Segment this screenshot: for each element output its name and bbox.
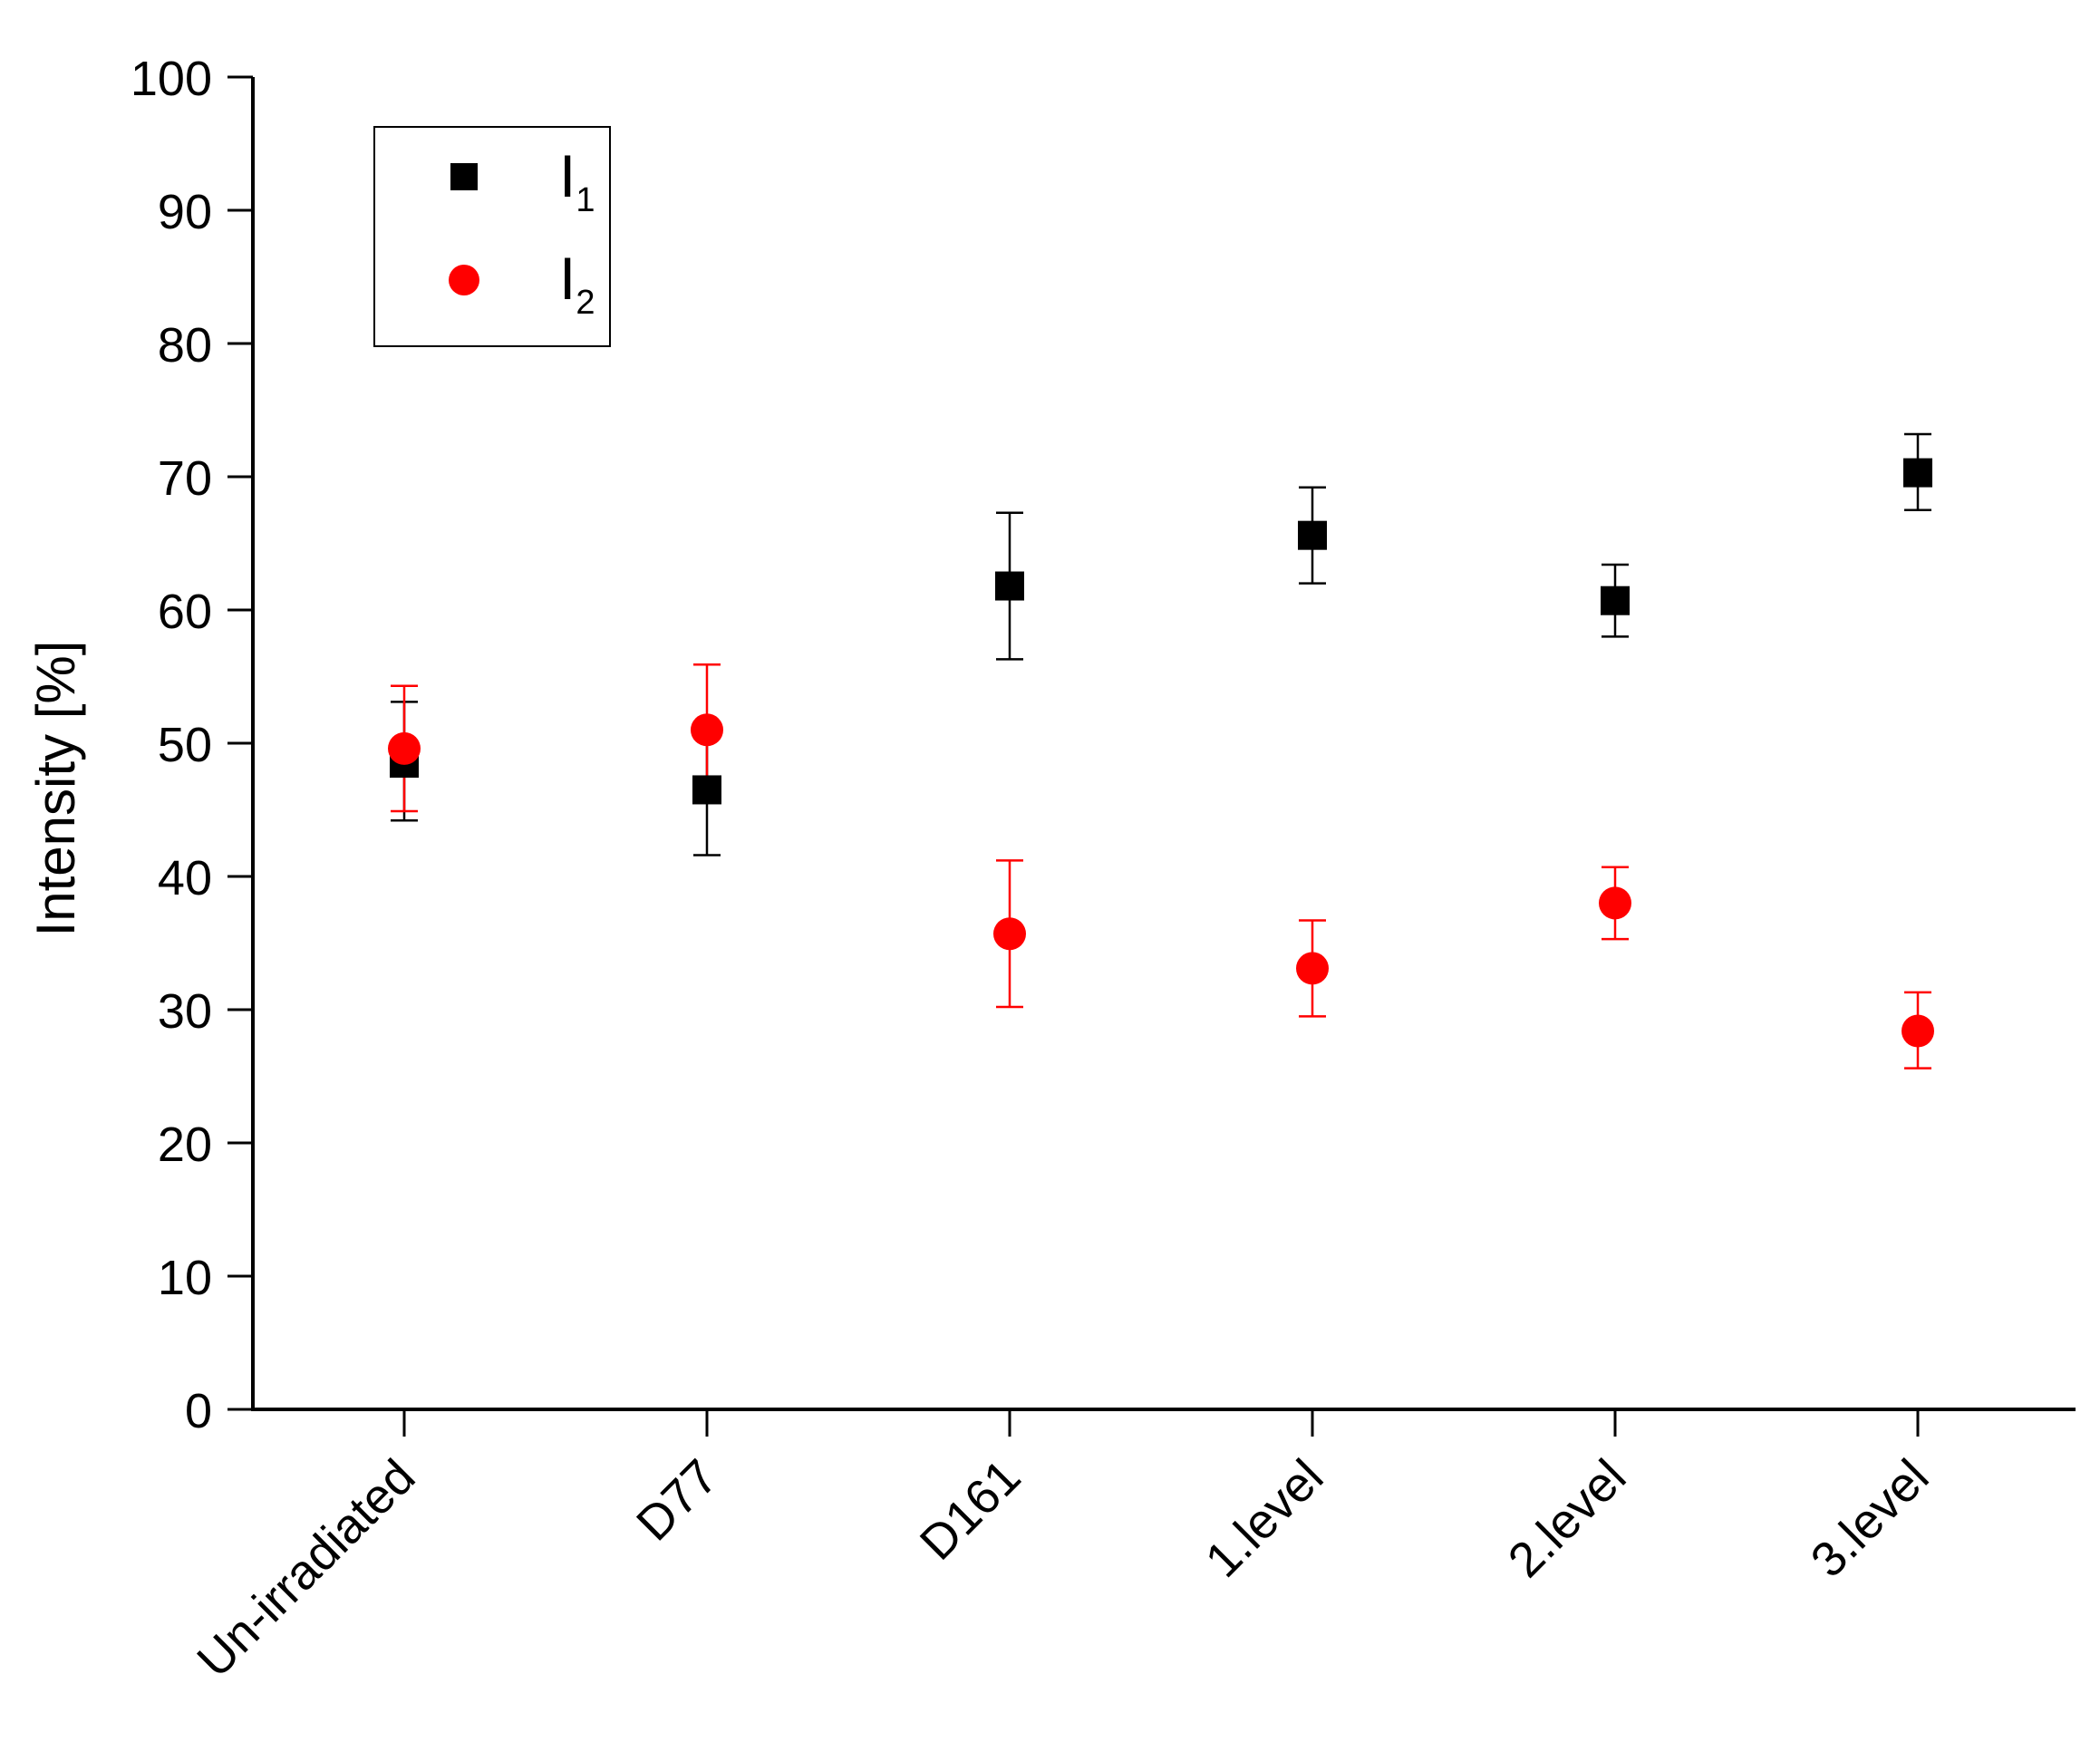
x-category-label: 1.level [1195,1449,1334,1588]
legend-label-i1-main: I [559,142,576,209]
data-point-series1 [1298,520,1327,550]
error-bars [391,432,1931,1069]
y-tick-label: 30 [158,984,212,1039]
legend-label-i2: I2 [559,245,595,322]
data-point-series1 [692,775,721,805]
x-category-label: D161 [910,1449,1031,1571]
data-point-series2 [1599,886,1631,920]
legend-box [373,126,611,347]
y-tick-label: 50 [158,718,212,772]
data-markers [388,458,1934,1048]
legend-label-i2-main: I [559,245,576,312]
y-ticks: 0 10 20 30 40 50 60 70 80 90 100 [131,52,253,1438]
data-point-series1 [1601,586,1630,615]
y-tick-label: 100 [131,52,212,106]
legend-label-i1-sub: 1 [576,181,595,219]
data-point-series2 [691,713,723,747]
data-point-series2 [993,917,1026,951]
data-point-series1 [995,571,1024,601]
x-category-label: 2.level [1498,1449,1637,1588]
data-point-series1 [1903,458,1932,488]
x-category-label: Un-irradiated [187,1449,425,1688]
y-tick-label: 70 [158,451,212,506]
x-category-label: 3.level [1801,1449,1940,1588]
x-category-label: D77 [626,1449,728,1551]
y-tick-label: 60 [158,585,212,639]
legend: I1 I2 [373,126,611,347]
y-tick-label: 20 [158,1118,212,1172]
legend-label-i1: I1 [559,142,595,219]
y-tick-label: 80 [158,318,212,373]
data-point-series2 [388,731,421,765]
y-tick-label: 10 [158,1251,212,1305]
legend-label-i2-sub: 2 [576,284,595,322]
y-tick-label: 40 [158,851,212,905]
data-point-series2 [1296,952,1329,985]
y-tick-label: 0 [185,1384,212,1438]
y-tick-label: 90 [158,185,212,239]
y-axis-title: Intensity [%] [25,641,86,937]
data-point-series2 [1902,1014,1934,1048]
legend-marker-i1 [450,163,478,190]
legend-marker-i2 [449,265,479,295]
x-ticks: Un-irradiated D77 D161 1.level 2.level 3.leve… [187,1409,1939,1688]
